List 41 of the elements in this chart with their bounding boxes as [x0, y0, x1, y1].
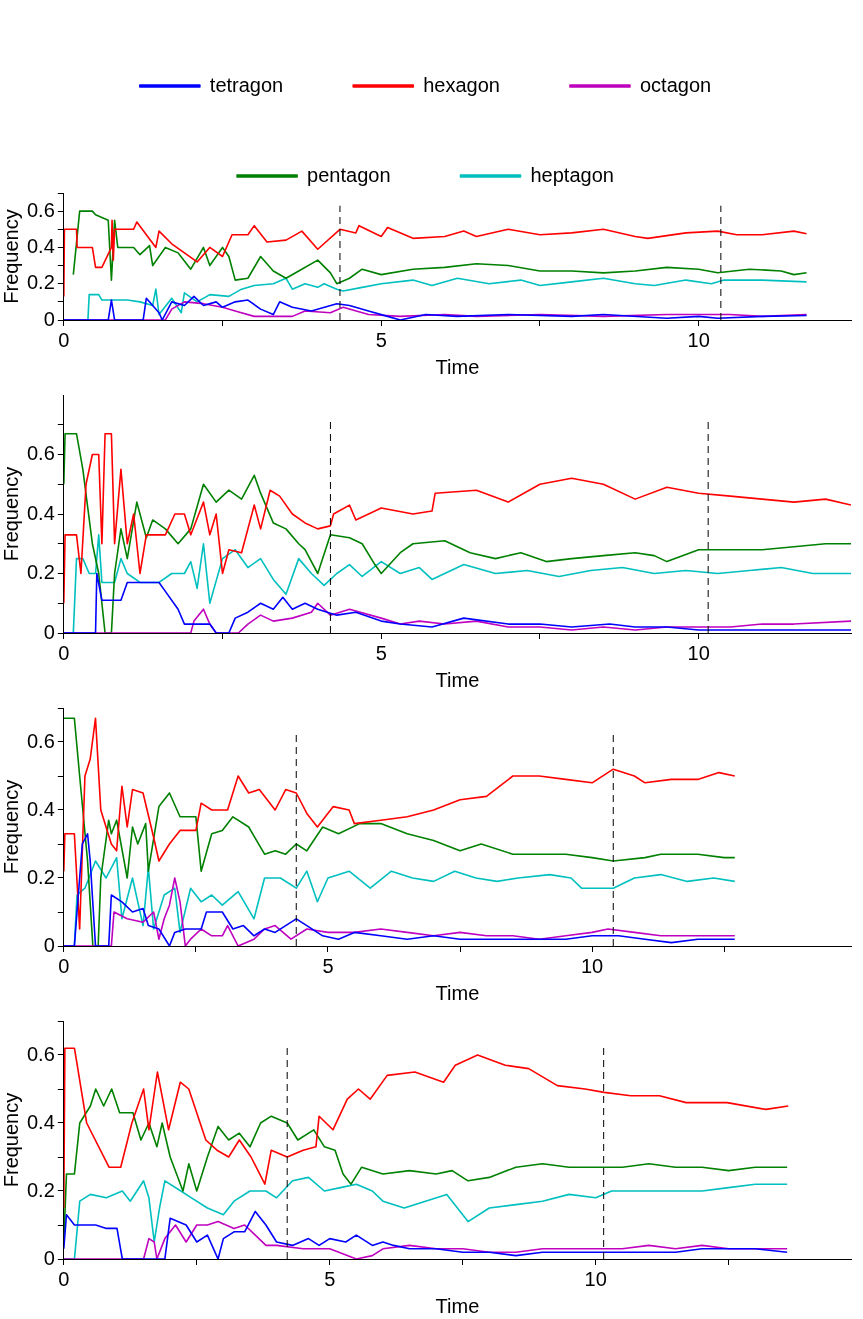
x-tick-label: 5: [375, 328, 387, 351]
y-tick-label: 0.4: [26, 234, 55, 257]
x-tick-label: 0: [58, 328, 70, 351]
y-tick-label: 0.4: [26, 501, 55, 524]
legend-label: tetragon: [209, 73, 284, 96]
x-tick-label: 0: [58, 1267, 70, 1290]
x-tick-label: 5: [324, 1267, 336, 1290]
x-tick-label: 10: [581, 954, 604, 977]
y-tick-label: 0.2: [26, 865, 55, 888]
legend-label: heptagon: [530, 163, 614, 186]
x-tick-label: 5: [375, 641, 387, 664]
x-axis-title: Time: [435, 668, 480, 691]
y-tick-label: 0: [43, 933, 55, 956]
x-axis-title: Time: [435, 355, 480, 378]
y-tick-label: 0.2: [26, 271, 55, 294]
y-tick-label: 0.6: [26, 442, 55, 465]
y-tick-label: 0.6: [26, 1042, 55, 1065]
y-tick-label: 0.2: [26, 561, 55, 584]
y-axis-title: Frequency: [0, 1092, 22, 1188]
legend-label: pentagon: [307, 163, 391, 186]
y-tick-label: 0.6: [26, 729, 55, 752]
legend-label: hexagon: [423, 73, 500, 96]
x-axis-title: Time: [435, 981, 480, 1004]
y-tick-label: 0: [43, 620, 55, 643]
x-tick-label: 10: [584, 1267, 607, 1290]
x-tick-label: 10: [687, 641, 710, 664]
x-tick-label: 5: [322, 954, 334, 977]
y-axis-title: Frequency: [0, 779, 22, 875]
x-tick-label: 0: [58, 641, 70, 664]
y-axis-title: Frequency: [0, 466, 22, 562]
y-tick-label: 0.2: [26, 1178, 55, 1201]
y-tick-label: 0.4: [26, 797, 55, 820]
y-tick-label: 0: [43, 307, 55, 330]
y-tick-label: 0: [43, 1246, 55, 1269]
x-axis-title: Time: [435, 1294, 480, 1317]
y-axis-title: Frequency: [0, 209, 22, 304]
legend-label: octagon: [639, 73, 712, 96]
y-tick-label: 0.6: [26, 198, 55, 221]
x-tick-label: 0: [58, 954, 70, 977]
y-tick-label: 0.4: [26, 1110, 55, 1133]
x-tick-label: 10: [687, 328, 710, 351]
